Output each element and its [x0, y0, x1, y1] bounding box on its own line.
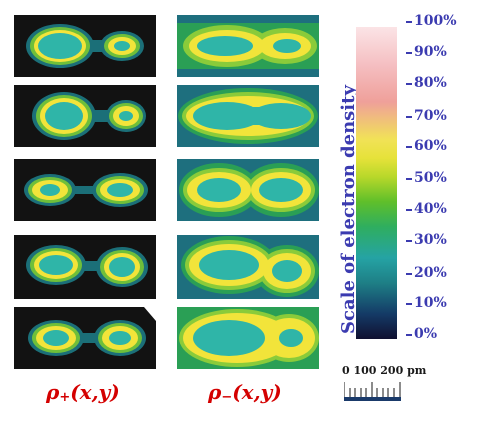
colorbar-tick: [406, 146, 412, 148]
scale-bar-label: 0 100 200 pm: [342, 364, 427, 377]
rho-plus-panel-5: [14, 307, 156, 369]
colorbar-tick-label-30: 30%: [414, 232, 447, 248]
colorbar-tick: [406, 273, 412, 275]
colorbar-tick-label-100: 100%: [414, 13, 457, 29]
rho-minus-panel-2: [177, 85, 319, 147]
colorbar-tick: [406, 83, 412, 85]
colorbar-tick-label-20: 20%: [414, 265, 447, 281]
colorbar-tick: [406, 178, 412, 180]
colorbar-tick-label-10: 10%: [414, 295, 447, 311]
rho-minus-subscript: −: [221, 390, 233, 405]
colorbar-tick: [406, 303, 412, 305]
colorbar-tick: [406, 21, 412, 23]
rho-plus-args: (x,y): [70, 380, 120, 404]
rho-plus-panel-3: [14, 159, 156, 221]
colorbar-tick-label-40: 40%: [414, 201, 447, 217]
rho-plus-panel-1: [14, 15, 156, 77]
rho-plus-subscript: +: [59, 390, 71, 405]
rho-minus-symbol: ρ: [208, 380, 222, 404]
scale-bar: [344, 382, 401, 401]
rho-plus-panel-4: [14, 235, 156, 299]
rho-minus-label: ρ−(x,y): [208, 380, 282, 405]
colorbar-tick-label-90: 90%: [414, 44, 447, 60]
rho-plus-panel-2: [14, 85, 156, 147]
colorbar-tick-label-70: 70%: [414, 108, 447, 124]
rho-minus-panel-1: [177, 15, 319, 77]
colorbar-tick-label-0: 0%: [414, 326, 438, 342]
colorbar-tick-label-80: 80%: [414, 75, 447, 91]
rho-minus-panel-4: [177, 235, 319, 299]
rho-plus-label: ρ+(x,y): [46, 380, 120, 405]
colorbar-tick: [406, 52, 412, 54]
colorbar-tick-label-50: 50%: [414, 170, 447, 186]
rho-plus-symbol: ρ: [46, 380, 60, 404]
colorbar: [356, 27, 397, 339]
rho-minus-panel-3: [177, 159, 319, 221]
colorbar-tick: [406, 334, 412, 336]
rho-minus-panel-5: [177, 307, 319, 369]
colorbar-tick: [406, 116, 412, 118]
colorbar-tick: [406, 209, 412, 211]
colorbar-tick: [406, 240, 412, 242]
colorbar-tick-label-60: 60%: [414, 138, 447, 154]
rho-minus-args: (x,y): [232, 380, 282, 404]
